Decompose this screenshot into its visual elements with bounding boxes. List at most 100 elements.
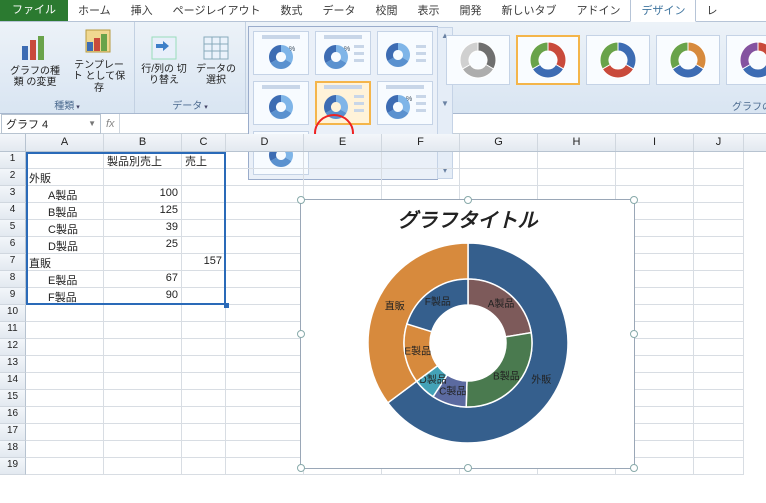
selection-handle[interactable] <box>224 303 229 308</box>
column-header[interactable]: A <box>26 134 104 151</box>
row-header[interactable]: 16 <box>0 407 26 424</box>
cell[interactable]: D製品 <box>26 237 104 254</box>
embedded-chart[interactable]: グラフタイトル 外販直販A製品B製品C製品D製品E製品F製品 <box>300 199 635 469</box>
cell[interactable] <box>226 169 304 186</box>
cell[interactable] <box>694 373 744 390</box>
cell[interactable] <box>226 271 304 288</box>
row-header[interactable]: 2 <box>0 169 26 186</box>
cell[interactable] <box>694 424 744 441</box>
tab-more[interactable]: レ <box>696 0 727 21</box>
tab-data[interactable]: データ <box>312 0 365 21</box>
cell[interactable] <box>694 152 744 169</box>
fx-icon[interactable]: fx <box>106 118 115 130</box>
row-header[interactable]: 14 <box>0 373 26 390</box>
cell[interactable] <box>304 152 382 169</box>
row-header[interactable]: 9 <box>0 288 26 305</box>
tab-addin[interactable]: アドイン <box>566 0 630 21</box>
row-header[interactable]: 19 <box>0 458 26 475</box>
column-header[interactable]: D <box>226 134 304 151</box>
cell[interactable] <box>460 152 538 169</box>
cell[interactable] <box>26 356 104 373</box>
row-header[interactable]: 18 <box>0 441 26 458</box>
cell[interactable] <box>694 407 744 424</box>
cell[interactable] <box>182 305 226 322</box>
cell[interactable] <box>226 152 304 169</box>
cell[interactable] <box>694 288 744 305</box>
column-header[interactable]: B <box>104 134 182 151</box>
chart-layout-option[interactable]: % <box>377 81 433 125</box>
row-header[interactable]: 11 <box>0 322 26 339</box>
column-header[interactable]: H <box>538 134 616 151</box>
cell[interactable] <box>226 373 304 390</box>
cell[interactable]: E製品 <box>26 271 104 288</box>
cell[interactable] <box>26 407 104 424</box>
cell[interactable] <box>226 424 304 441</box>
cell[interactable] <box>694 237 744 254</box>
cell[interactable] <box>182 458 226 475</box>
cell[interactable] <box>226 356 304 373</box>
chart-style-option[interactable] <box>726 35 766 85</box>
cell[interactable] <box>460 169 538 186</box>
cell[interactable]: 売上 <box>182 152 226 169</box>
cell[interactable] <box>226 254 304 271</box>
select-data-button[interactable]: データの 選択 <box>193 34 239 87</box>
column-header[interactable]: F <box>382 134 460 151</box>
cell[interactable] <box>182 220 226 237</box>
chart-style-option[interactable] <box>586 35 650 85</box>
cell[interactable]: 外販 <box>26 169 104 186</box>
cell[interactable] <box>104 356 182 373</box>
cell[interactable] <box>104 305 182 322</box>
cell[interactable] <box>694 254 744 271</box>
cell[interactable] <box>104 322 182 339</box>
cell[interactable]: 100 <box>104 186 182 203</box>
cell[interactable] <box>226 322 304 339</box>
cell[interactable] <box>226 390 304 407</box>
cell[interactable]: B製品 <box>26 203 104 220</box>
cell[interactable] <box>182 407 226 424</box>
cell[interactable] <box>182 356 226 373</box>
cell[interactable]: 25 <box>104 237 182 254</box>
cell[interactable] <box>226 458 304 475</box>
change-chart-type-button[interactable]: グラフの種類 の変更 <box>6 32 64 89</box>
cell[interactable] <box>104 407 182 424</box>
cell[interactable]: 125 <box>104 203 182 220</box>
cell[interactable] <box>694 220 744 237</box>
cell[interactable] <box>226 237 304 254</box>
chart-style-option[interactable] <box>446 35 510 85</box>
cell[interactable] <box>26 390 104 407</box>
cell[interactable]: A製品 <box>26 186 104 203</box>
cell[interactable]: 67 <box>104 271 182 288</box>
row-header[interactable]: 8 <box>0 271 26 288</box>
cell[interactable] <box>694 390 744 407</box>
switch-row-col-button[interactable]: 行/列の 切り替え <box>141 34 187 87</box>
cell[interactable] <box>226 339 304 356</box>
row-header[interactable]: 10 <box>0 305 26 322</box>
cell[interactable] <box>616 169 694 186</box>
cell[interactable] <box>694 441 744 458</box>
cell[interactable] <box>182 424 226 441</box>
tab-page-layout[interactable]: ページレイアウト <box>163 0 271 21</box>
tab-design[interactable]: デザイン <box>630 0 696 22</box>
cell[interactable] <box>182 322 226 339</box>
chart-layout-option[interactable]: % <box>315 31 371 75</box>
cell[interactable] <box>26 458 104 475</box>
cell[interactable] <box>182 203 226 220</box>
cell[interactable] <box>182 373 226 390</box>
cell[interactable] <box>26 305 104 322</box>
chart-title[interactable]: グラフタイトル <box>301 200 634 233</box>
cell[interactable] <box>182 390 226 407</box>
cell[interactable] <box>104 373 182 390</box>
cell[interactable] <box>694 169 744 186</box>
cell[interactable] <box>182 169 226 186</box>
cell[interactable] <box>104 169 182 186</box>
cell[interactable]: 製品別売上 <box>104 152 182 169</box>
tab-developer[interactable]: 開発 <box>449 0 491 21</box>
tab-home[interactable]: ホーム <box>68 0 121 21</box>
row-header[interactable]: 4 <box>0 203 26 220</box>
cell[interactable] <box>26 424 104 441</box>
cell[interactable] <box>182 237 226 254</box>
row-header[interactable]: 12 <box>0 339 26 356</box>
name-box[interactable]: グラフ 4▼ <box>1 114 101 134</box>
cell[interactable] <box>226 203 304 220</box>
cell[interactable] <box>694 356 744 373</box>
